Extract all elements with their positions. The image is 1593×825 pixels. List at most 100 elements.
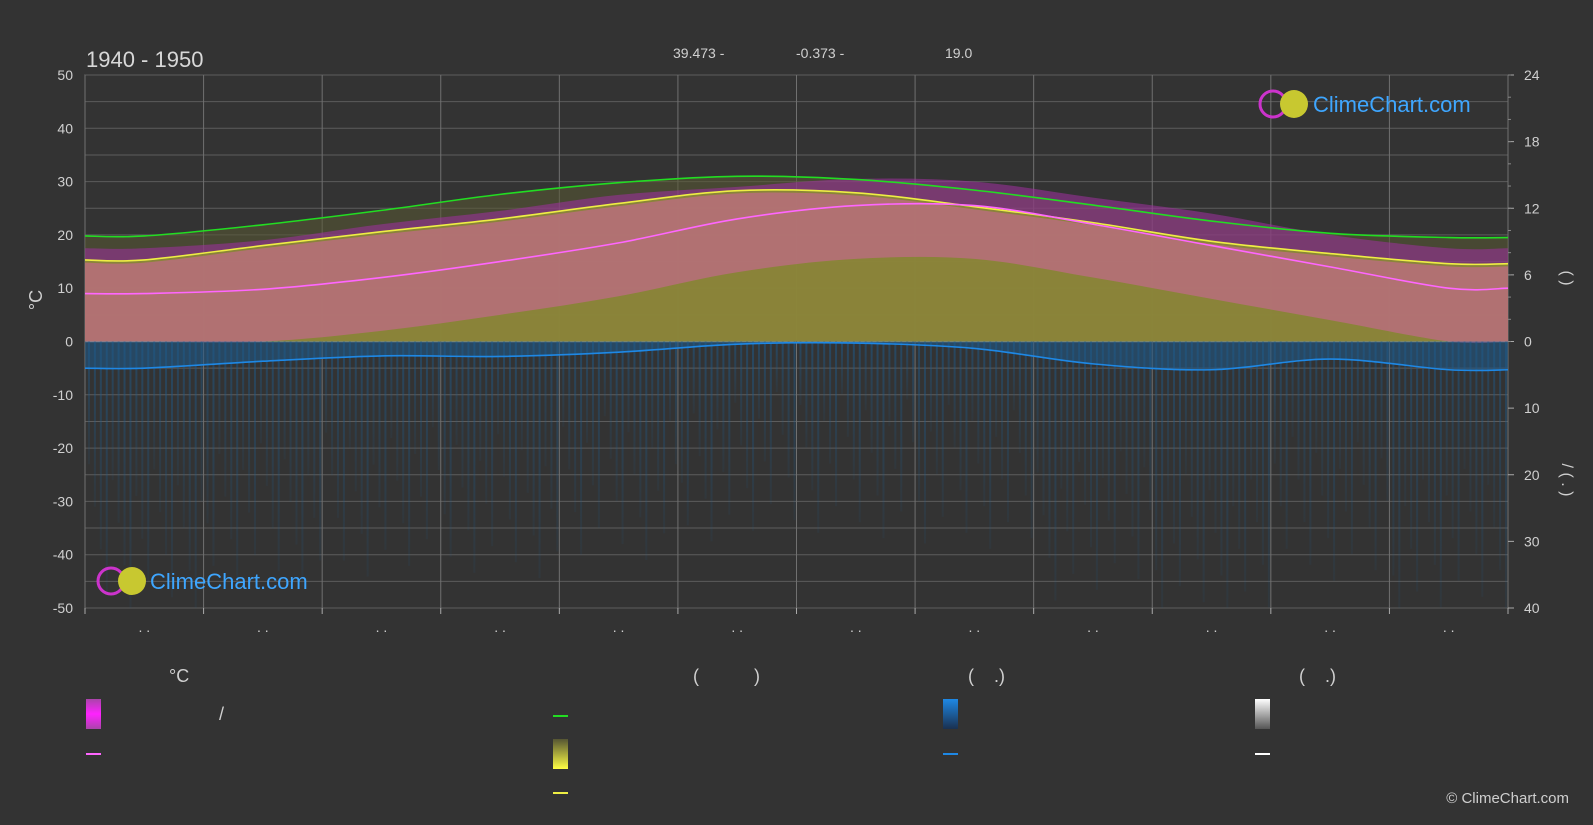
rain-streak <box>384 341 387 550</box>
rain-streak <box>1451 341 1454 539</box>
rain-streak <box>769 341 772 505</box>
rain-streak <box>793 341 796 521</box>
rain-streak <box>1208 341 1211 491</box>
rain-streak <box>680 341 683 483</box>
rain-streak <box>710 341 713 542</box>
rain-streak <box>852 341 855 480</box>
rain-streak <box>87 341 90 465</box>
precipitation-line <box>85 341 1508 372</box>
rain-streak <box>259 341 262 444</box>
rain-streak <box>1060 341 1063 489</box>
elevation-text: 19.0 <box>945 45 972 61</box>
rain-streak <box>1024 341 1027 496</box>
rain-streak <box>1439 341 1442 608</box>
rain-streak <box>342 341 345 561</box>
rain-streak <box>722 341 725 473</box>
rain-streak <box>1066 341 1069 532</box>
rain-streak <box>105 341 108 593</box>
rain-streak <box>1042 341 1045 516</box>
rain-streak <box>206 341 209 524</box>
month-label: . . <box>257 619 269 635</box>
right-upper-tick-label: 6 <box>1524 267 1532 283</box>
rain-streak <box>1410 341 1413 549</box>
rain-streak <box>283 341 286 460</box>
rain-streak <box>526 341 529 493</box>
rain-streak <box>224 341 227 497</box>
rain-streak <box>941 341 944 517</box>
rain-streak <box>799 341 802 405</box>
rain-streak <box>876 341 879 496</box>
rain-streak <box>1214 341 1217 533</box>
rain-streak <box>1125 341 1128 494</box>
rain-streak <box>182 341 185 529</box>
rain-streak <box>1309 341 1312 565</box>
rain-streak <box>947 341 950 405</box>
rain-streak <box>230 341 233 540</box>
right-upper-tick-label: 0 <box>1524 334 1532 350</box>
rain-streak <box>1285 341 1288 549</box>
rain-streak <box>271 341 274 529</box>
rain-streak <box>603 341 606 417</box>
rain-streak <box>396 341 399 481</box>
latitude-text: 39.473 - <box>673 45 725 61</box>
rain-streak <box>923 341 926 544</box>
rain-streak <box>805 341 808 448</box>
rain-streak <box>1315 341 1318 453</box>
rain-streak <box>194 341 197 608</box>
rain-streak <box>218 341 221 454</box>
rain-streak <box>918 341 921 501</box>
rain-streak <box>200 341 203 502</box>
rain-streak <box>129 341 132 608</box>
rain-streak <box>1001 341 1004 480</box>
rain-streak <box>1481 341 1484 597</box>
rain-streak <box>479 341 482 461</box>
rain-streak <box>212 341 215 566</box>
rain-streak <box>627 341 630 433</box>
rain-streak <box>1297 341 1300 480</box>
rain-streak <box>242 341 245 470</box>
rain-streak <box>354 341 357 492</box>
temp-max-mean-line <box>85 202 1508 295</box>
logo-sun-icon <box>118 567 146 595</box>
rain-streak <box>1101 341 1104 478</box>
rain-streak <box>983 341 986 507</box>
rain-streak <box>1184 341 1187 475</box>
rain-streak <box>1232 341 1235 507</box>
rain-streak <box>1362 341 1365 485</box>
month-label: . . <box>494 619 506 635</box>
rain-streak <box>835 341 838 507</box>
rain-streak <box>1487 341 1490 485</box>
rain-streak <box>289 341 292 502</box>
rain-streak <box>657 341 660 491</box>
rain-streak <box>1030 341 1033 539</box>
rain-streak <box>170 341 173 598</box>
rain-streak <box>971 341 974 421</box>
rain-streak <box>906 341 909 400</box>
axis-ticks: 50 40 30 20 10 0 -10 -20 -30 -40 -50 24 18 12 6 0 10 20 30… <box>53 67 1540 635</box>
rain-streak <box>1339 341 1342 469</box>
rain-streak <box>544 341 547 467</box>
rain-streak <box>1344 341 1347 512</box>
rain-streak <box>1469 341 1472 512</box>
rain-streak <box>1095 341 1098 590</box>
rain-streak <box>188 341 191 571</box>
rain-streak <box>390 341 393 438</box>
rain-streak <box>1273 341 1276 464</box>
rain-streak <box>645 341 648 561</box>
rain-streak <box>1084 341 1087 505</box>
legend-rain-swatch <box>943 699 958 729</box>
rain-streak <box>514 341 517 563</box>
month-label: . . <box>850 619 862 635</box>
rain-streak <box>929 341 932 432</box>
rain-streak <box>408 341 411 566</box>
rain-streak <box>538 341 541 579</box>
rain-streak <box>1107 341 1110 521</box>
left-axis-unit: °C <box>26 290 46 310</box>
left-tick-label: 50 <box>57 67 73 83</box>
right-lower-tick-label: 10 <box>1524 400 1540 416</box>
rain-streak <box>888 341 891 427</box>
month-label: . . <box>1206 619 1218 635</box>
rain-streak <box>301 341 304 588</box>
rain-streak <box>1422 341 1425 480</box>
rain-streak <box>1374 341 1377 571</box>
